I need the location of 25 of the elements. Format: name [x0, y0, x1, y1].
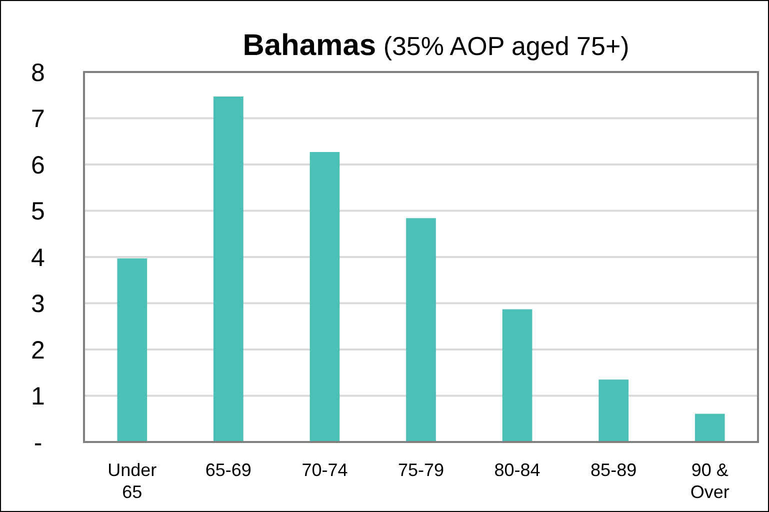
- y-tick-label: 4: [31, 244, 46, 272]
- y-tick-label: 7: [31, 105, 45, 133]
- x-tick-label: 65-69: [205, 460, 252, 480]
- y-tick-label: 6: [31, 151, 45, 180]
- bar: [117, 258, 148, 442]
- bar: [694, 414, 725, 442]
- bar: [598, 380, 628, 442]
- bar: [502, 309, 532, 442]
- x-tick-label: 85-89: [590, 460, 637, 480]
- chart-title: Bahamas: [242, 29, 376, 62]
- y-tick-label: 1: [31, 382, 45, 410]
- y-tick-label: 3: [31, 290, 45, 318]
- y-tick-label: -: [34, 428, 42, 457]
- y-tick-label: 5: [31, 198, 45, 226]
- x-tick-label: 90 & Over: [690, 460, 730, 502]
- bar: [214, 96, 244, 442]
- bar: [406, 218, 436, 442]
- x-tick-label: 80-84: [494, 460, 540, 480]
- x-tick-label: 70-74: [302, 460, 348, 480]
- y-tick-label: 2: [31, 336, 45, 364]
- y-tick-label: 8: [31, 58, 45, 87]
- x-tick-label: 75-79: [398, 460, 444, 480]
- chart-subtitle: (35% AOP aged 75+): [376, 31, 630, 61]
- x-tick-label: Under 65: [108, 460, 157, 502]
- bar: [310, 152, 340, 442]
